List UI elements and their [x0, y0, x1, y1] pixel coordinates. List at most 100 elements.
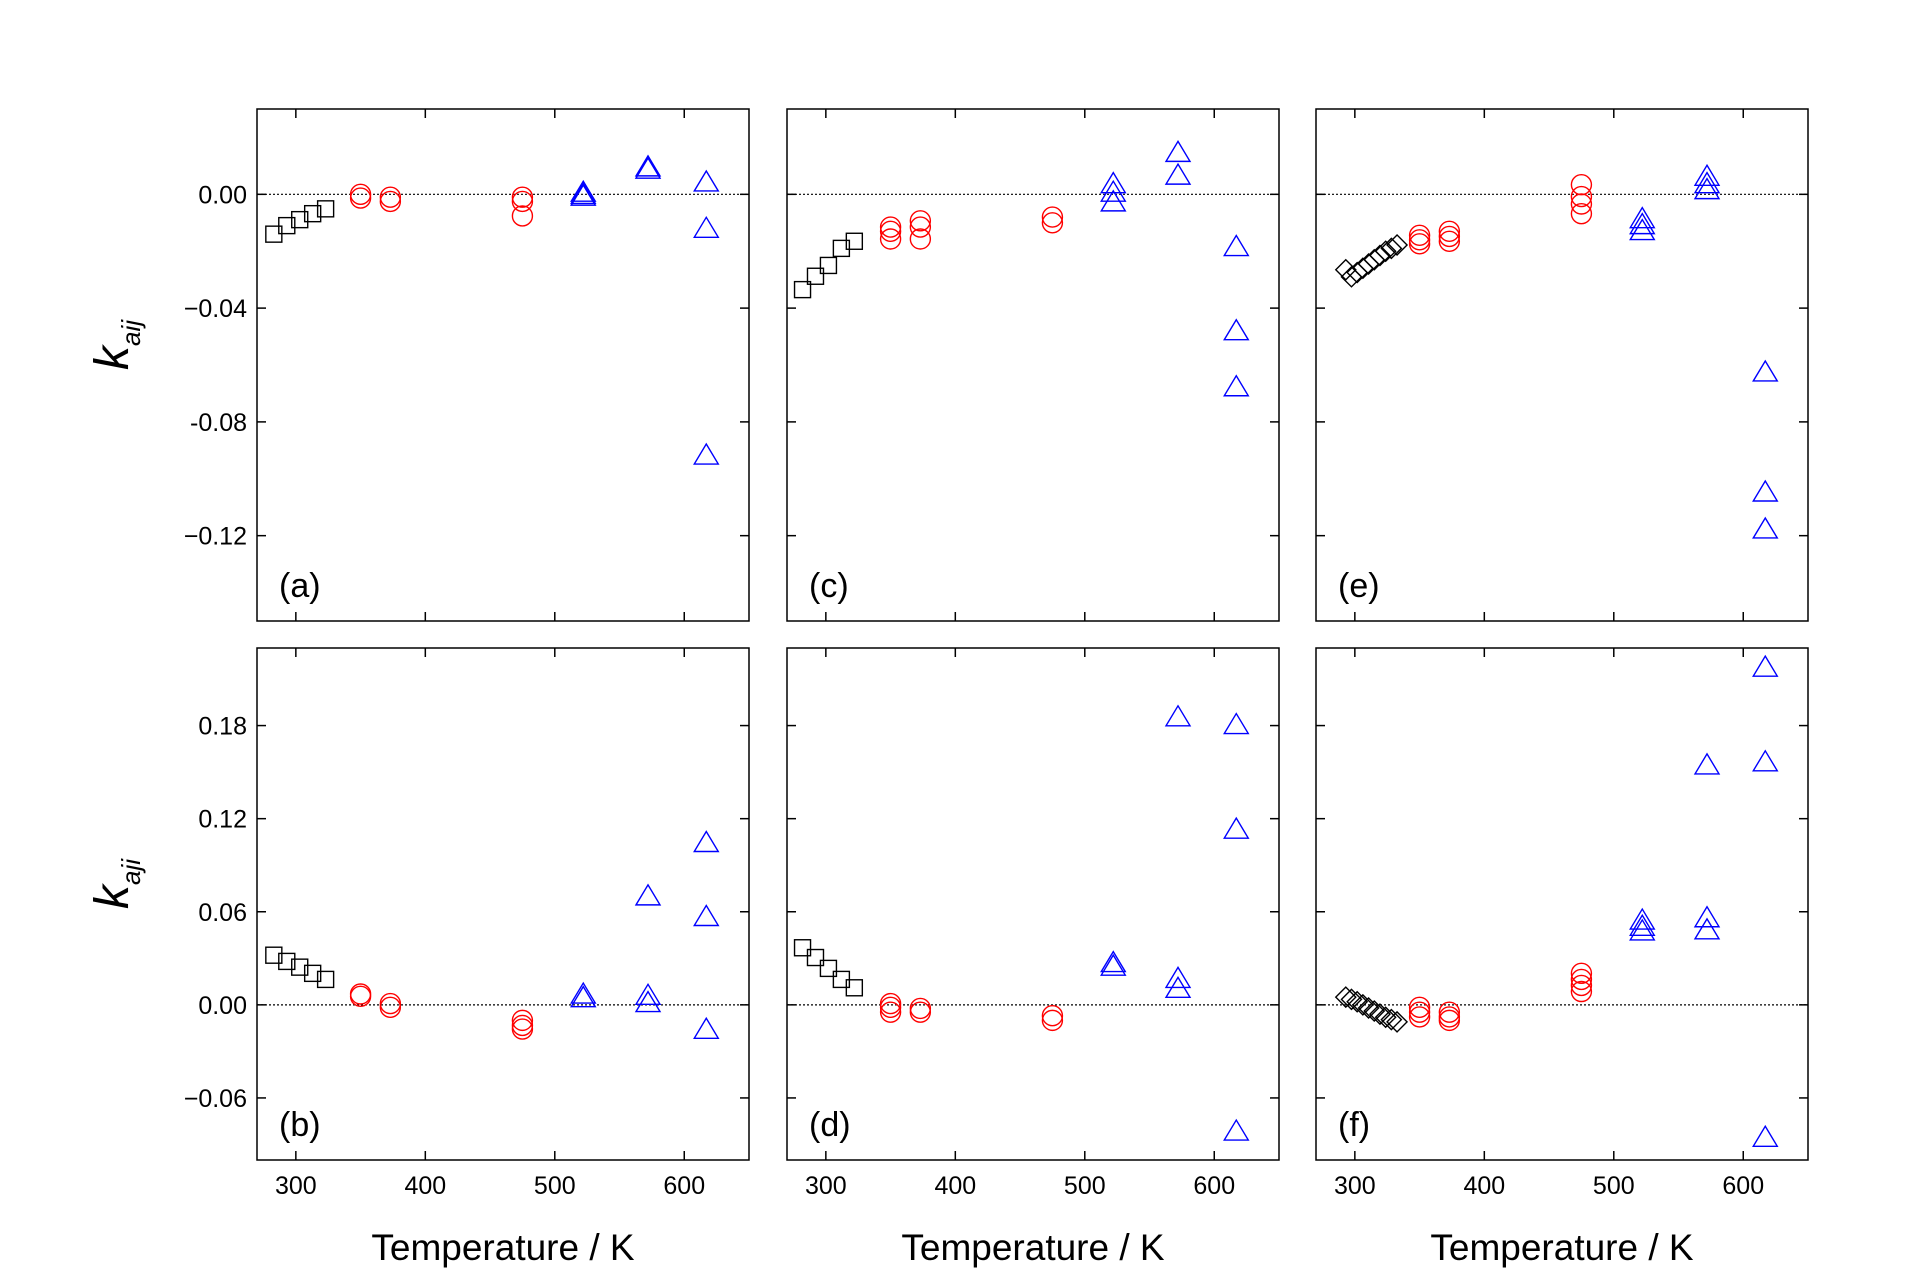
triangle-marker [1693, 163, 1721, 186]
panel: (e) [1315, 108, 1809, 622]
triangle-marker [1752, 479, 1779, 502]
triangle-marker [1223, 816, 1250, 839]
circle-marker [879, 228, 902, 250]
square-marker [291, 958, 309, 976]
triangle-marker [1164, 966, 1192, 989]
x-tick-label: 300 [805, 1172, 847, 1200]
circle-marker [909, 997, 932, 1020]
diamond-marker [1386, 233, 1409, 256]
triangle-marker [634, 156, 662, 179]
panel-label: (d) [809, 1106, 851, 1144]
x-tick-label: 500 [534, 1172, 576, 1200]
triangle-marker [1693, 752, 1721, 775]
panel: 300 400 500 600 −0.06 0.00 0.06 0.12 0.18 (b) Temp… [86, 647, 750, 1268]
triangle-marker [1223, 374, 1250, 397]
x-tick-label: 600 [663, 1172, 705, 1200]
triangle-marker [1693, 177, 1721, 200]
panel: (c) [786, 108, 1280, 622]
circle-marker [1408, 224, 1431, 246]
circle-marker [879, 216, 902, 238]
plot-frame [786, 108, 1280, 622]
diamond-marker [1374, 240, 1397, 263]
x-tick-label: 600 [1193, 1172, 1235, 1200]
triangle-marker [1100, 171, 1127, 194]
plot-frame [256, 647, 750, 1161]
diamond-marker [1386, 1010, 1409, 1033]
square-marker [793, 280, 812, 299]
circle-marker [879, 992, 902, 1015]
triangle-marker [1164, 975, 1192, 999]
triangle-marker [1223, 318, 1250, 341]
circle-marker [511, 1009, 534, 1032]
circle-marker [379, 186, 402, 208]
y-tick-label: 0.12 [198, 806, 247, 834]
x-tick-label: 500 [1064, 1172, 1106, 1200]
plot-frame [1315, 108, 1809, 622]
square-marker [316, 200, 335, 218]
triangle-marker [1100, 189, 1127, 212]
circle-marker [1438, 225, 1461, 248]
triangle-marker [1693, 171, 1721, 194]
panel-label: (a) [279, 567, 321, 605]
square-marker [303, 204, 322, 223]
triangle-marker [1629, 206, 1656, 229]
circle-marker [1570, 202, 1593, 225]
square-marker [278, 216, 296, 235]
triangle-marker [1752, 1124, 1779, 1147]
circle-marker [511, 1018, 534, 1040]
triangle-marker [1100, 950, 1127, 973]
panel-label: (e) [1338, 567, 1380, 605]
x-axis-label: Temperature / K [371, 1227, 635, 1268]
triangle-marker [570, 981, 597, 1004]
y-tick-label: 0.00 [198, 992, 247, 1020]
diamond-marker [1380, 1008, 1403, 1031]
triangle-marker [693, 215, 720, 239]
circle-marker [1570, 962, 1593, 985]
diamond-marker [1363, 1000, 1386, 1023]
circle-marker [379, 992, 402, 1015]
triangle-marker [1223, 1118, 1250, 1141]
x-tick-label: 300 [1334, 1172, 1376, 1200]
square-marker [278, 952, 296, 971]
panel-label: (c) [809, 567, 849, 605]
y-tick-label: −0.04 [184, 295, 247, 323]
circle-marker [1570, 185, 1593, 208]
triangle-marker [1100, 953, 1127, 976]
circle-marker [1408, 233, 1431, 255]
y-tick-label: −0.06 [184, 1085, 247, 1113]
diamond-marker [1334, 258, 1357, 281]
triangle-marker [634, 982, 662, 1006]
triangle-marker [693, 830, 720, 853]
triangle-marker [693, 442, 720, 465]
triangle-marker [1164, 162, 1192, 185]
triangle-marker [1629, 212, 1656, 235]
circle-marker [349, 985, 372, 1008]
y-tick-label: 0.06 [198, 899, 247, 927]
panel-label: (f) [1338, 1106, 1370, 1144]
triangle-marker [634, 883, 662, 906]
triangle-marker [1164, 140, 1192, 163]
circle-marker [1570, 193, 1593, 215]
triangle-marker [1693, 917, 1721, 940]
plot-frame [786, 647, 1280, 1161]
diamond-marker [1374, 1006, 1397, 1029]
triangle-marker [1752, 749, 1779, 772]
triangle-marker [1223, 234, 1250, 257]
circle-marker [909, 216, 932, 238]
circle-marker [1041, 212, 1064, 234]
square-marker [806, 948, 825, 967]
circle-marker [879, 996, 902, 1019]
y-axis-label: kaij [86, 319, 146, 370]
triangle-marker [693, 904, 720, 927]
triangle-marker [570, 183, 597, 206]
diamond-marker [1340, 988, 1363, 1011]
y-tick-label: 0.18 [198, 713, 247, 741]
triangle-marker [570, 179, 597, 202]
y-tick-label: −0.12 [184, 523, 247, 551]
y-tick-label: -0.08 [190, 409, 247, 437]
square-marker [291, 210, 309, 229]
diamond-marker [1351, 993, 1374, 1016]
square-marker [832, 239, 851, 258]
diamond-marker [1357, 996, 1380, 1019]
